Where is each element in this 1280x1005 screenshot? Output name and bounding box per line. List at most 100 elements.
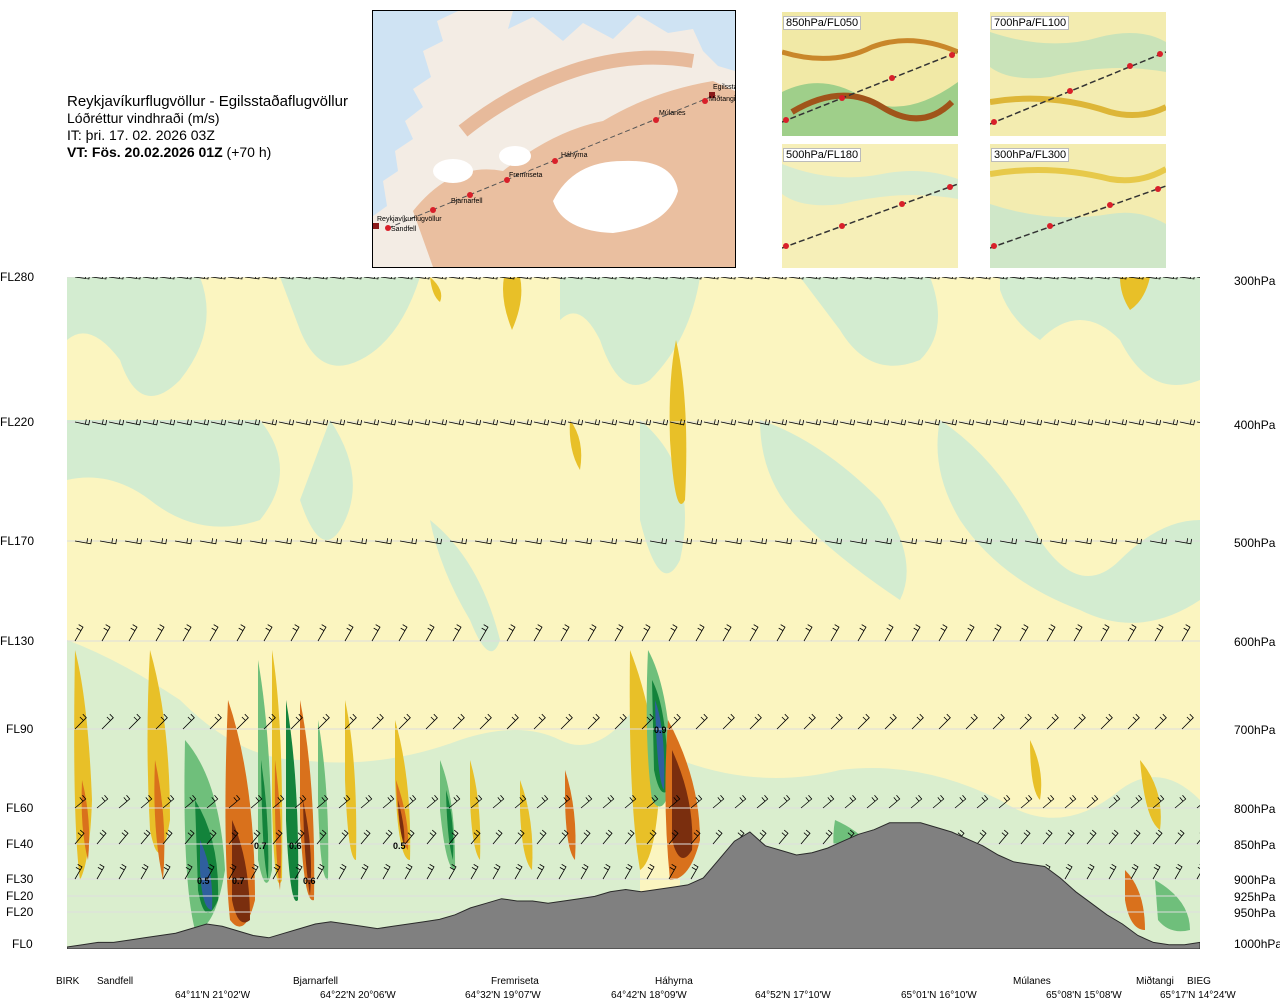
wind-barb	[771, 277, 787, 280]
wind-barb	[162, 829, 173, 845]
wind-barb	[99, 538, 117, 545]
pressure-axis: 300hPa 400hPa 500hPa 600hPa 700hPa 800hP…	[1234, 274, 1280, 951]
wind-barb	[155, 624, 165, 642]
wind-barb	[558, 829, 569, 845]
wind-barb	[1152, 794, 1165, 809]
wind-barb	[176, 419, 193, 426]
wind-barb	[1020, 829, 1031, 845]
wind-barb	[771, 419, 788, 426]
wind-barb	[776, 624, 786, 642]
site-label: Háhyrna	[655, 976, 693, 987]
wind-barb	[580, 864, 589, 880]
wind-barb	[1128, 277, 1144, 280]
wind-barb	[499, 419, 516, 426]
wind-barb	[1196, 864, 1200, 880]
value-label: 0.5	[393, 841, 406, 851]
issue-time: IT: þri. 17. 02. 2026 03Z	[67, 127, 215, 143]
coord-label: 65°01'N 16°10'W	[901, 990, 977, 1001]
wind-barb	[272, 829, 283, 845]
wind-barb	[602, 794, 615, 809]
wind-barb	[839, 419, 856, 426]
level-map-850-label: 850hPa/FL050	[783, 16, 862, 30]
fl-tick-label: FL130	[0, 634, 34, 648]
wind-barb	[536, 829, 547, 845]
wind-barb	[142, 277, 158, 280]
wind-barb	[101, 713, 114, 730]
wind-barb	[1024, 538, 1042, 545]
wind-barb	[641, 624, 651, 642]
wind-barb	[398, 624, 408, 642]
wind-barb	[941, 277, 957, 280]
hpa-tick-label: 925hPa	[1234, 890, 1276, 904]
wind-barb	[142, 419, 159, 426]
wind-barb	[1128, 419, 1145, 426]
wind-barb	[1145, 277, 1161, 280]
wind-barb	[618, 419, 635, 426]
wind-barb	[1094, 277, 1110, 280]
wind-barb	[668, 794, 681, 809]
level-map-700: 700hPa/FL100	[990, 12, 1166, 136]
wind-barb	[774, 538, 792, 545]
coord-label: 65°17'N 14°24'W	[1160, 990, 1236, 1001]
wind-barb	[209, 624, 219, 642]
wind-barb	[516, 277, 532, 280]
coord-label: 64°42'N 18°09'W	[611, 990, 687, 1001]
wind-barb	[857, 624, 867, 642]
wind-barb	[474, 538, 492, 545]
wind-barb	[646, 794, 659, 809]
value-label: 0.6	[289, 841, 302, 851]
wind-barb	[560, 713, 573, 730]
wind-barb	[1162, 277, 1178, 280]
wind-barb	[96, 864, 105, 880]
wind-barb	[1181, 713, 1194, 730]
fl-tick-label: FL20	[6, 889, 34, 903]
level-map-300-label: 300hPa/FL300	[991, 148, 1070, 162]
wind-barb	[274, 538, 292, 545]
wind-barb	[857, 713, 870, 730]
wind-barb	[624, 829, 635, 845]
hpa-tick-label: 700hPa	[1234, 723, 1276, 737]
wind-barb	[448, 419, 465, 426]
wind-barb	[294, 864, 303, 880]
wind-barb	[1042, 829, 1053, 845]
map-label-fremriseta: Fremriseta	[509, 172, 543, 179]
wind-barb	[324, 538, 342, 545]
wind-barb	[976, 794, 989, 809]
wind-barb	[1064, 864, 1073, 880]
wind-barb	[174, 538, 192, 545]
wind-barb	[992, 713, 1005, 730]
valid-time-bold: VT: Fös. 20.02.2026 01Z	[67, 144, 223, 160]
wind-barb	[899, 538, 917, 545]
wind-barb	[669, 277, 685, 280]
wind-barb	[329, 277, 345, 280]
wind-barb	[635, 419, 652, 426]
wind-barb	[690, 829, 701, 845]
hpa-tick-label: 300hPa	[1234, 274, 1276, 288]
wind-barb	[209, 713, 222, 730]
wind-barb	[482, 419, 499, 426]
wind-barb	[278, 277, 294, 280]
wind-barb	[695, 624, 705, 642]
level-map-500-label: 500hPa/FL180	[783, 148, 862, 162]
wind-barb	[695, 713, 708, 730]
wind-barb	[382, 829, 393, 845]
wind-barb	[1130, 794, 1143, 809]
wind-barb	[206, 829, 217, 845]
wind-barb	[803, 624, 813, 642]
wind-barb	[624, 864, 633, 880]
level-map-300: 300hPa/FL300	[990, 144, 1166, 268]
wind-barb	[371, 713, 384, 730]
wind-barb	[737, 419, 754, 426]
wind-barb	[1174, 864, 1183, 880]
wind-barb	[426, 794, 439, 809]
wind-barb	[184, 829, 195, 845]
wind-barb	[1046, 624, 1056, 642]
wind-barb	[74, 829, 85, 845]
wind-barb	[1179, 419, 1196, 426]
wind-barb	[805, 277, 821, 280]
wind-barb	[338, 829, 349, 845]
value-label: 0.6	[303, 876, 316, 886]
wind-barb	[734, 794, 747, 809]
wind-barbs	[74, 277, 1200, 880]
wind-barb	[635, 277, 651, 280]
